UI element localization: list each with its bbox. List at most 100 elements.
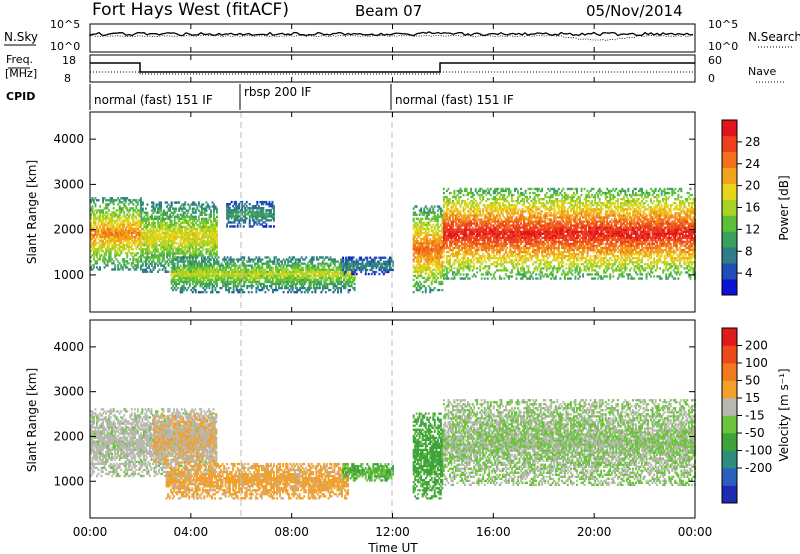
echo-cell bbox=[207, 248, 209, 251]
echo-cell bbox=[203, 213, 206, 216]
echo-cell bbox=[170, 242, 173, 245]
echo-cell bbox=[176, 258, 179, 261]
echo-cell bbox=[468, 216, 471, 219]
echo-cell bbox=[155, 240, 158, 243]
echo-cell bbox=[182, 231, 185, 235]
echo-cell bbox=[179, 250, 182, 253]
echo-cell bbox=[194, 236, 197, 239]
echo-cell bbox=[130, 233, 133, 237]
echo-cell bbox=[175, 229, 178, 233]
echo-cell bbox=[455, 259, 457, 262]
echo-cell bbox=[105, 252, 108, 255]
echo-cell bbox=[202, 217, 205, 221]
echo-cell bbox=[91, 237, 94, 241]
echo-cell bbox=[199, 238, 202, 241]
echo-cell bbox=[108, 231, 111, 235]
echo-cell bbox=[185, 236, 188, 239]
echo-cell bbox=[102, 211, 105, 214]
echo-cell bbox=[93, 221, 95, 224]
echo-cell bbox=[172, 227, 175, 231]
echo-cell bbox=[138, 229, 141, 232]
echo-cell bbox=[188, 242, 191, 245]
echo-cell bbox=[133, 227, 136, 230]
echo-cell bbox=[170, 238, 173, 241]
echo-cell bbox=[430, 254, 433, 257]
echo-cell bbox=[188, 240, 191, 243]
echo-cell bbox=[105, 264, 108, 267]
echo-cell bbox=[203, 240, 206, 243]
echo-cell bbox=[187, 244, 190, 247]
echo-cell bbox=[216, 280, 218, 284]
echo-cell bbox=[90, 239, 92, 243]
echo-cell bbox=[111, 221, 114, 224]
echo-cell bbox=[99, 248, 102, 251]
echo-cell bbox=[173, 217, 176, 221]
echo-cell bbox=[130, 239, 133, 243]
echo-cell bbox=[191, 217, 194, 221]
echo-cell bbox=[99, 235, 102, 239]
echo-cell bbox=[94, 254, 97, 257]
echo-cell bbox=[199, 242, 202, 245]
echo-cell bbox=[447, 212, 450, 215]
echo-cell bbox=[121, 233, 124, 237]
echo-cell bbox=[141, 242, 144, 245]
echo-cell bbox=[461, 248, 464, 252]
echo-cell bbox=[152, 236, 155, 239]
echo-cell bbox=[97, 221, 100, 224]
echo-cell bbox=[194, 258, 197, 261]
echo-cell bbox=[202, 223, 205, 227]
echo-cell bbox=[432, 278, 435, 282]
echo-cell bbox=[130, 201, 133, 204]
echo-cell bbox=[94, 225, 97, 228]
echo-cell bbox=[158, 203, 161, 206]
echo-cell bbox=[238, 221, 241, 224]
echo-cell bbox=[207, 229, 209, 233]
echo-cell bbox=[93, 217, 95, 220]
echo-cell bbox=[194, 229, 197, 233]
echo-cell bbox=[172, 240, 175, 243]
echo-cell bbox=[106, 233, 109, 237]
echo-cell bbox=[236, 213, 239, 216]
echo-cell bbox=[423, 207, 426, 210]
echo-cell bbox=[136, 221, 139, 224]
echo-cell bbox=[135, 205, 138, 208]
echo-cell bbox=[420, 209, 423, 212]
echo-cell bbox=[118, 237, 121, 241]
echo-cell bbox=[173, 201, 176, 204]
echo-cell bbox=[141, 250, 144, 253]
echo-cell bbox=[291, 288, 294, 292]
echo-cell bbox=[158, 201, 161, 204]
echo-cell bbox=[148, 223, 150, 227]
echo-cell bbox=[170, 219, 173, 223]
echo-cell bbox=[108, 248, 111, 251]
echo-cell bbox=[455, 204, 457, 207]
echo-cell bbox=[172, 231, 175, 235]
echo-cell bbox=[191, 238, 194, 241]
echo-cell bbox=[314, 264, 317, 267]
echo-cell bbox=[467, 198, 470, 201]
echo-cell bbox=[164, 233, 167, 237]
echo-cell bbox=[230, 200, 233, 204]
echo-cell bbox=[185, 227, 188, 231]
echo-cell bbox=[471, 261, 474, 264]
echo-cell bbox=[284, 262, 287, 265]
echo-cell bbox=[132, 256, 135, 259]
echo-cell bbox=[203, 219, 206, 223]
echo-cell bbox=[415, 286, 418, 290]
echo-cell bbox=[193, 286, 196, 290]
echo-cell bbox=[140, 217, 143, 221]
echo-cell bbox=[91, 209, 94, 212]
echo-cell bbox=[332, 266, 335, 269]
echo-cell bbox=[93, 201, 95, 204]
echo-cell bbox=[205, 250, 208, 253]
echo-cell bbox=[182, 254, 185, 257]
echo-cell bbox=[109, 256, 112, 259]
echo-cell bbox=[449, 261, 451, 264]
echo-cell bbox=[214, 217, 217, 221]
echo-cell bbox=[196, 229, 199, 233]
echo-cell bbox=[412, 217, 415, 221]
echo-cell bbox=[470, 189, 473, 193]
echo-cell bbox=[161, 252, 164, 255]
echo-cell bbox=[321, 276, 324, 280]
echo-cell bbox=[245, 217, 248, 220]
